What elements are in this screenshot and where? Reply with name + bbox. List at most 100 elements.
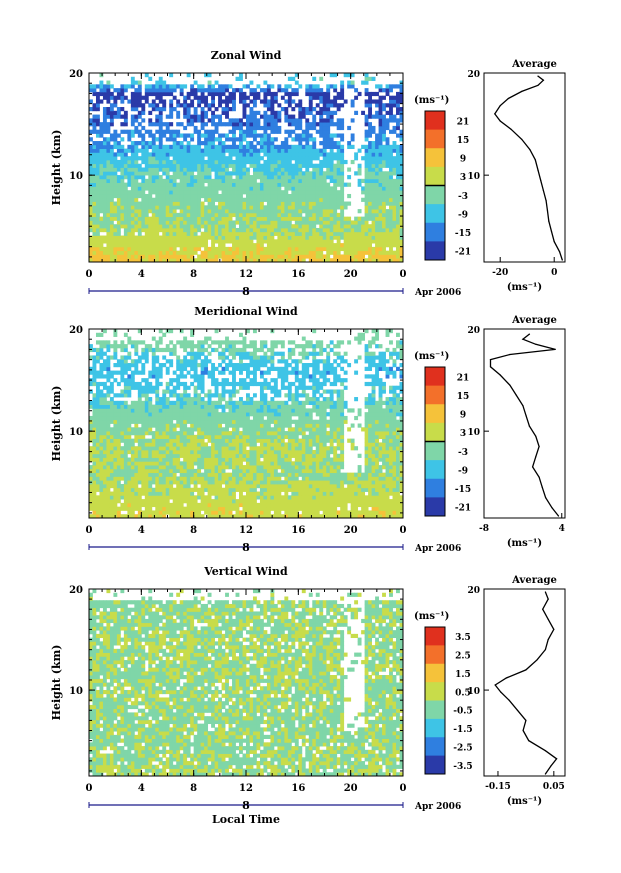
heatmap-cell <box>165 495 170 500</box>
heatmap-cell <box>246 190 250 195</box>
heatmap-cell <box>336 491 341 496</box>
heatmap-cell <box>378 506 383 511</box>
heatmap-cell <box>347 480 352 485</box>
heatmap-cell <box>308 171 313 176</box>
heatmap-cell <box>89 483 93 489</box>
heatmap-cell <box>378 190 383 195</box>
heatmap-cell <box>141 246 146 252</box>
heatmap-cell <box>382 254 386 259</box>
heatmap-cell <box>120 506 125 511</box>
heatmap-cell <box>130 201 135 206</box>
heatmap-cell <box>259 197 264 202</box>
heatmap-cell <box>378 193 383 199</box>
heatmap-cell <box>357 495 362 500</box>
heatmap-cell <box>190 491 195 496</box>
heatmap-cell <box>144 491 149 496</box>
heatmap-cell <box>389 499 393 504</box>
heatmap-cell <box>270 235 275 240</box>
heatmap-cell <box>92 235 97 240</box>
heatmap-cell <box>270 175 275 180</box>
heatmap-cell <box>333 243 338 248</box>
heatmap-cell <box>123 243 128 248</box>
heatmap-cell <box>116 243 121 248</box>
heatmap-cell <box>218 510 222 515</box>
heatmap-cell <box>109 499 114 504</box>
heatmap-cell <box>382 487 386 492</box>
heatmap-cell <box>242 175 247 180</box>
heatmap-cell <box>89 514 93 519</box>
heatmap-cell <box>277 258 282 263</box>
heatmap-cell <box>340 186 345 191</box>
heatmap-cell <box>256 254 261 259</box>
heatmap-cell <box>239 201 243 206</box>
heatmap-cell <box>200 502 205 508</box>
heatmap-cell <box>190 88 195 93</box>
heatmap-cell <box>183 197 188 202</box>
heatmap-cell <box>322 209 327 214</box>
heatmap-cell <box>385 212 390 218</box>
heatmap-cell <box>326 99 331 104</box>
heatmap-cell <box>305 186 310 191</box>
heatmap-cell <box>95 216 100 221</box>
heatmap-cell <box>207 209 212 214</box>
heatmap-cell <box>382 212 386 218</box>
heatmap-cell <box>354 506 359 511</box>
heatmap-cell <box>249 88 254 93</box>
heatmap-cell <box>183 491 188 496</box>
heatmap-cell <box>127 171 132 176</box>
heatmap-cell <box>294 103 299 108</box>
heatmap-cell <box>301 163 306 168</box>
heatmap-cell <box>148 133 153 138</box>
heatmap-cell <box>225 254 229 259</box>
heatmap-cell <box>392 186 397 191</box>
heatmap-cell <box>102 216 107 221</box>
heatmap-cell <box>127 499 132 504</box>
heatmap-cell <box>165 129 170 134</box>
heatmap-cell <box>162 502 167 508</box>
heatmap-cell <box>127 178 132 184</box>
heatmap-cell <box>322 495 327 500</box>
heatmap-cell <box>169 99 174 104</box>
heatmap-cell <box>235 171 240 176</box>
heatmap-cell <box>165 476 170 481</box>
heatmap-cell <box>127 159 132 165</box>
heatmap-cell <box>371 178 376 184</box>
heatmap-cell <box>239 190 243 195</box>
heatmap-cell <box>385 209 390 214</box>
heatmap-cell <box>235 235 240 240</box>
heatmap-cell <box>130 178 135 184</box>
heatmap-cell <box>280 163 285 168</box>
heatmap-cell <box>287 114 292 119</box>
heatmap-cell <box>287 212 292 218</box>
heatmap-cell <box>259 175 264 180</box>
heatmap-cell <box>200 472 205 477</box>
heatmap-cell <box>270 182 275 187</box>
heatmap-cell <box>186 91 191 97</box>
heatmap-cell <box>225 137 229 142</box>
heatmap-cell <box>155 148 160 153</box>
heatmap-cell <box>158 468 163 474</box>
heatmap-cell <box>204 103 209 108</box>
heatmap-cell <box>211 201 215 206</box>
heatmap-cell <box>259 502 264 508</box>
heatmap-cell <box>378 209 383 214</box>
heatmap-cell <box>204 167 209 172</box>
heatmap-cell <box>183 175 188 180</box>
heatmap-cell <box>228 258 233 263</box>
heatmap-cell <box>235 220 240 225</box>
heatmap-cell <box>340 216 345 221</box>
heatmap-cell <box>137 141 142 146</box>
heatmap-cell <box>193 201 198 206</box>
heatmap-cell <box>228 250 233 255</box>
heatmap-cell <box>308 216 313 221</box>
heatmap-cell <box>242 224 247 229</box>
heatmap-cell <box>232 495 236 500</box>
heatmap-cell <box>225 159 229 165</box>
heatmap-cell <box>99 209 104 214</box>
heatmap-cell <box>249 114 254 119</box>
heatmap-cell <box>259 465 264 470</box>
heatmap-cell <box>106 99 111 104</box>
heatmap-cell <box>312 91 317 97</box>
heatmap-cell <box>158 483 163 489</box>
heatmap-cell <box>102 224 107 229</box>
